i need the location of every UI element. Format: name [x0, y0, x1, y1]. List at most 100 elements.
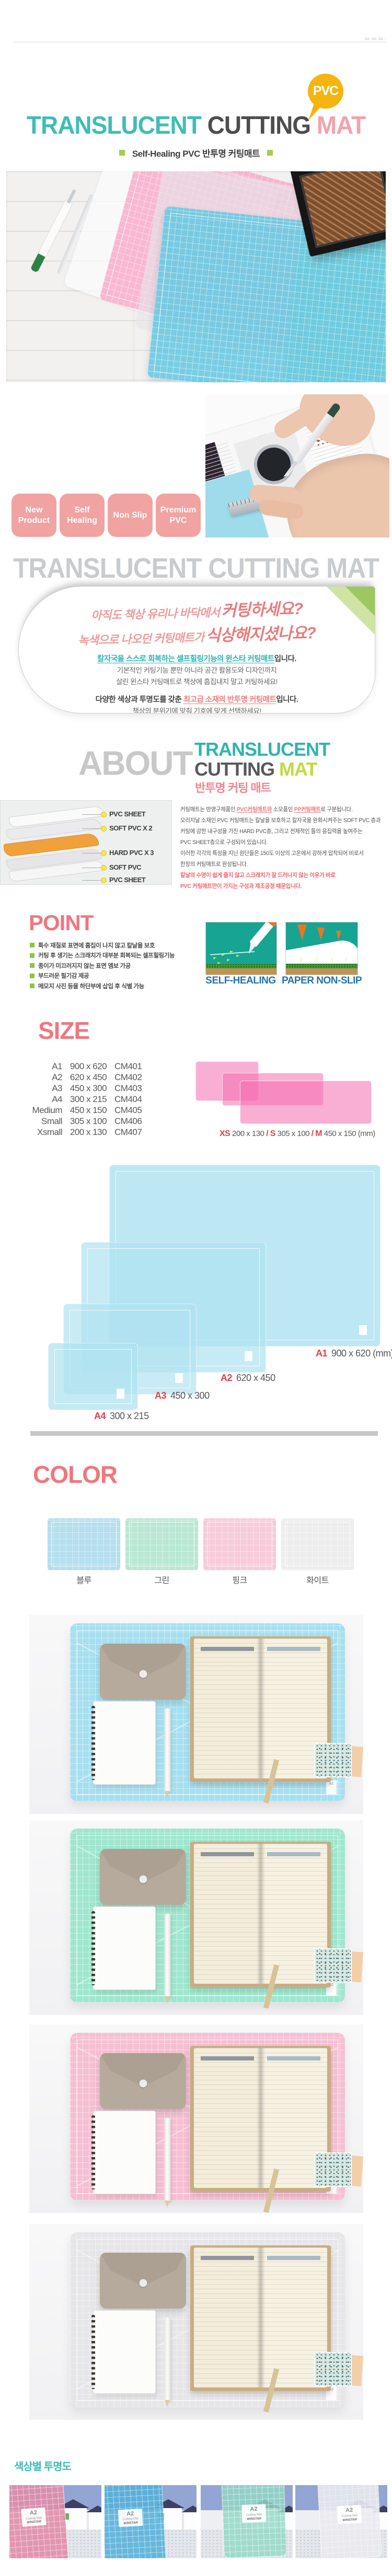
section-banner-title: TRANSLUCENT CUTTING MAT — [13, 552, 379, 584]
badge-non-slip: Non Slip — [108, 494, 153, 537]
leather-pouch — [100, 1644, 186, 1700]
translucent-mat-overlay: A2 Cutting Mat WINSTAR — [221, 2485, 287, 2558]
size-row: A4 300 x 215 CM404 — [52, 1094, 142, 1104]
size-row: Xsmall 200 x 130 CM407 — [37, 1127, 142, 1137]
size-table: A1 900 x 620 CM401 A2 620 x 450 CM402 A3 450 … — [29, 1061, 154, 1138]
layer-structure-diagram: PVC SHEET SOFT PVC X 2 HARD PVC X 3 SOFT… — [0, 800, 172, 885]
mat-size-label-a1: A1 900 x 620 (mm) — [316, 1348, 392, 1359]
about-title-line2: CUTTING MAT — [194, 758, 317, 780]
pvc-speech-badge: PVC — [308, 74, 343, 109]
lifestyle-photo-blue: A2 — [29, 1615, 363, 1814]
layer-label: PVC SHEET — [82, 876, 146, 884]
transparency-photo-mint: A2 Cutting Mat WINSTAR — [201, 2485, 293, 2558]
layer-label: SOFT PVC — [82, 863, 142, 871]
swatch-label-pink: 핑크 — [232, 1576, 247, 1585]
size-row: A2 620 x 450 CM402 — [52, 1072, 142, 1082]
photo-sticker — [314, 2352, 363, 2388]
about-desc-line: PVC SHEET층으로 구성되어 있습니다. — [180, 839, 268, 846]
spiral-notebook — [91, 1701, 156, 1785]
about-title-line1: TRANSLUCENT — [194, 739, 330, 760]
mat-label: A2 Cutting Mat WINSTAR — [337, 2505, 362, 2524]
knife-icon — [249, 922, 276, 947]
mat-corner-tag: A2 — [326, 1781, 337, 1794]
usage-photo-cutting — [205, 394, 389, 537]
size-row: Medium 450 x 150 CM405 — [32, 1105, 142, 1115]
about-heading: ABOUT — [78, 744, 193, 782]
translucent-mat-overlay: A2 Cutting Mat WINSTAR — [317, 2485, 382, 2558]
bullet-square-icon — [30, 983, 34, 989]
size-row: Small 305 x 100 CM406 — [41, 1116, 142, 1126]
point-bullet: 종이가 미끄러지지 않는 표면 엠보 가공 — [30, 961, 202, 971]
size-heading: SIZE — [38, 1017, 90, 1044]
mat-size-label-a2: A2 620 x 450 — [221, 1373, 275, 1383]
header-fineprint — [365, 38, 386, 40]
about-desc-line: 커팅에 강한 내구성을 가진 HARD PVC층, 그리고 전체적인 틀의 응집… — [180, 828, 363, 835]
pencil — [165, 1913, 170, 2004]
photo-sticker — [314, 1743, 363, 1779]
color-heading: COLOR — [33, 1461, 118, 1488]
point-bullet: 특수 재질로 표면에 흠집이 나지 않고 칼날을 보호 — [30, 940, 202, 951]
bubble-paragraph-2: 기본적인 커팅기능 뿐만 아니라 공간 활용도와 디자인까지 — [117, 666, 277, 674]
bullet-square-icon — [30, 953, 34, 958]
bubble-paragraph-3: 살린 윈스타 커팅매트로 책상에 흠집내지 말고 커팅하세요! — [116, 678, 278, 686]
swatch-label-white: 화이트 — [306, 1576, 329, 1585]
small-sizes-caption: XS 200 x 130 / S 305 x 100 / M 450 x 150… — [220, 1129, 375, 1138]
point-heading: POINT — [29, 910, 94, 935]
photo-sticker — [314, 2152, 363, 2189]
layer-label: SOFT PVC X 2 — [82, 824, 153, 832]
pink-mat-m — [240, 1081, 372, 1124]
about-desc-line: 커팅매트는 반영구제품인 PVC커팅매트와 소모품인 PP커팅매트로 구분됩니다… — [180, 806, 353, 813]
mat-label: A2 Cutting Mat WINSTAR — [241, 2504, 267, 2523]
pencil — [165, 1708, 170, 1798]
card-label-paper-non-slip: PAPER NON-SLIP — [281, 975, 362, 986]
blue-mat-a4 — [48, 1343, 138, 1410]
swatch-label-green: 그린 — [154, 1576, 169, 1585]
leather-pouch — [100, 2253, 186, 2309]
mat-label: A2 Cutting Mat WINSTAR — [118, 2508, 143, 2527]
about-desc-line-highlight: 칼날의 수명이 쉽게 줄지 않고 스크래치가 잘 드러나지 않는 이유가 바로 — [180, 872, 336, 879]
transparency-photo-pink: A2 Cutting Mat WINSTAR — [9, 2485, 101, 2558]
green-square-icon — [267, 150, 273, 156]
open-diary — [190, 2245, 331, 2413]
about-subtitle-korean: 반투명 커팅 매트 — [195, 781, 271, 794]
box-cutter — [29, 198, 74, 274]
about-desc-line-highlight: PVC 커팅매트만이 가지는 구성과 제조공정 때문입니다. — [180, 883, 302, 889]
green-square-icon — [119, 150, 125, 156]
leather-pouch — [100, 1849, 186, 1905]
point-bullet: 부드러운 필기감 제공 — [30, 971, 202, 981]
translucent-mat-overlay: A2 Cutting Mat WINSTAR — [9, 2485, 69, 2558]
bullet-square-icon — [30, 963, 34, 968]
size-row: A1 900 x 620 CM401 — [52, 1061, 142, 1071]
card-label-self-healing: SELF-HEALING — [205, 975, 276, 986]
bullet-square-icon — [30, 973, 34, 978]
about-description: 커팅매트는 반영구제품인 PVC커팅매트와 소모품인 PP커팅매트로 구분됩니다… — [180, 804, 389, 892]
corner-fold-icon — [345, 587, 375, 616]
subtitle-text: Self-Healing PVC 반투명 커팅매트 — [132, 149, 260, 159]
transparency-photo-white: A2 Cutting Mat WINSTAR — [295, 2485, 387, 2558]
pencil — [165, 2117, 170, 2208]
title-cutting: CUTTING — [207, 110, 311, 139]
about-desc-line: 이러한 각각의 특성을 지닌 원단들은 150도 이상의 고온에서 강하게 압착… — [180, 850, 364, 857]
self-healing-illustration — [205, 922, 277, 975]
bubble-paragraph-5: 책상의 분위기에 맞춰 기호에 맞게 선택하세요! — [132, 707, 261, 713]
about-desc-line: 한장의 커팅매트로 완성됩니다. — [180, 861, 248, 868]
size-row: A3 450 x 300 CM403 — [52, 1083, 142, 1093]
open-diary — [190, 1842, 331, 2009]
badge-premium-pvc: Premium PVC — [156, 494, 201, 537]
spiral-notebook — [91, 1906, 156, 1990]
layer-label: PVC SHEET — [82, 810, 146, 818]
swatch-label-blue: 블루 — [76, 1576, 91, 1585]
bubble-paragraph-4: 다양한 색상과 투명도를 갖춘 최고급 소재의 반투명 커팅매트입니다. — [95, 696, 298, 704]
transparency-photo-blue: A2 Cutting Mat WINSTAR — [105, 2485, 197, 2558]
bullet-square-icon — [30, 943, 34, 948]
layer-label: HARD PVC X 3 — [82, 849, 154, 857]
transparency-heading: 색상별 투명도 — [14, 2461, 72, 2473]
swatch-green — [125, 1518, 199, 1571]
page-subtitle: Self-Healing PVC 반투명 커팅매트 — [0, 146, 392, 159]
open-diary — [190, 1636, 331, 1804]
hero-photo-stacked-mats — [6, 171, 386, 382]
about-desc-line: 오리지날 소재인 PVC 커팅매트는 칼날을 보호하고 칼자국을 완화시켜주는 … — [180, 817, 381, 824]
open-diary — [190, 2046, 331, 2213]
spiral-notebook — [91, 2310, 156, 2394]
lifestyle-photo-white: A2 — [29, 2224, 363, 2420]
